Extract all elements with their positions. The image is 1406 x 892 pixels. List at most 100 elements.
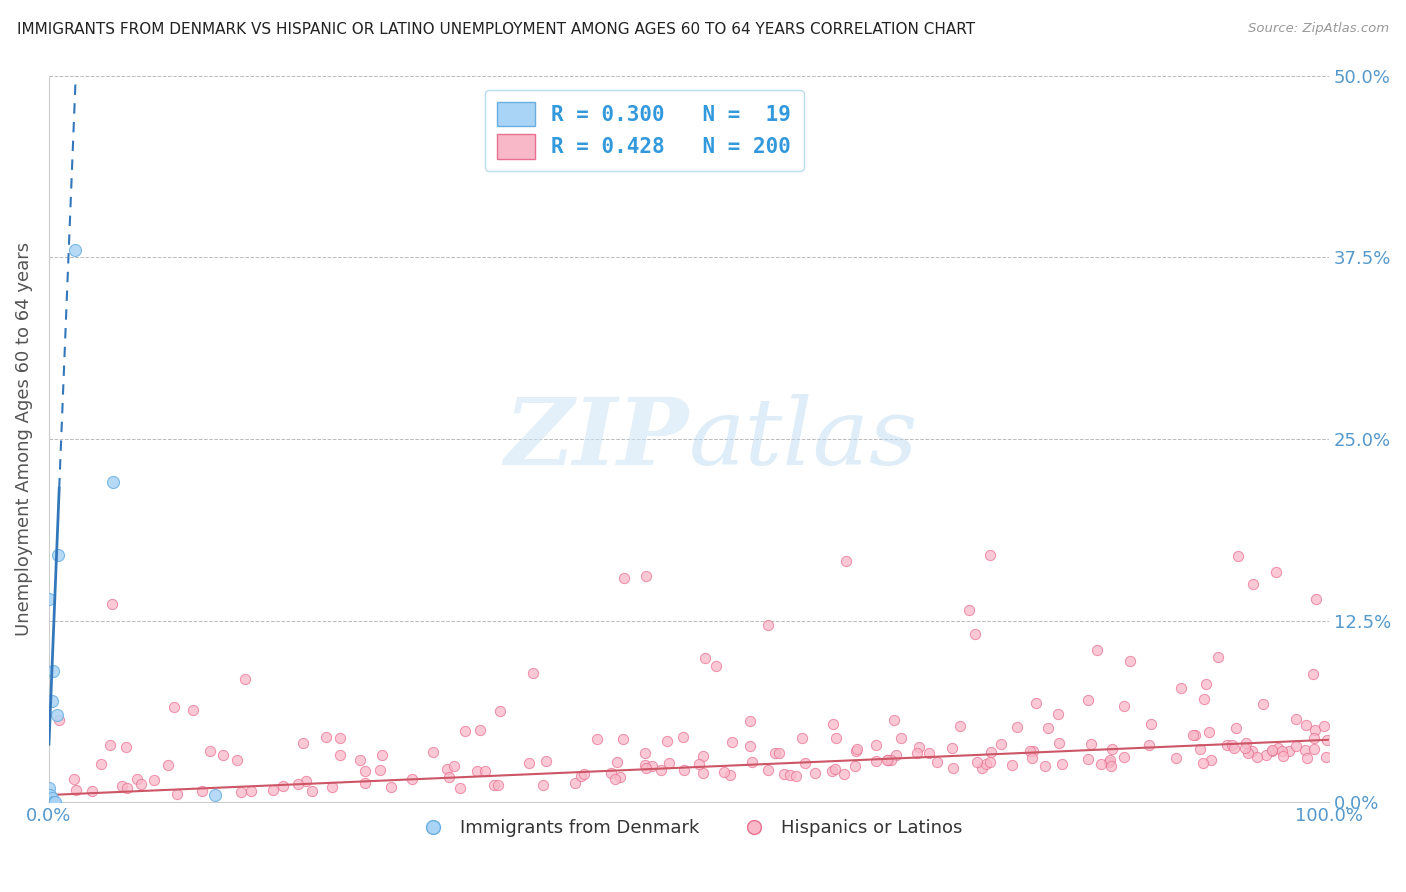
Point (641, 759, 664, 773)
Point (713, 764, 735, 779)
Point (38, 591, 60, 606)
Point (612, 731, 634, 746)
Point (45, 708, 67, 723)
Point (156, 758, 179, 772)
Y-axis label: Unemployment Among Ages 60 to 64 years: Unemployment Among Ages 60 to 64 years (15, 242, 32, 636)
Point (125, 772, 148, 786)
Point (226, 753, 249, 767)
Point (1261, 744, 1284, 758)
Point (927, 755, 949, 769)
Text: atlas: atlas (689, 394, 918, 483)
Point (41, 791, 63, 805)
Point (1215, 739, 1237, 753)
Point (1080, 737, 1102, 751)
Point (688, 756, 710, 771)
Point (693, 651, 716, 665)
Point (39, 795, 62, 809)
Point (1036, 721, 1059, 735)
Point (143, 772, 166, 787)
Point (82, 783, 104, 797)
Point (599, 766, 621, 780)
Point (42, 795, 65, 809)
Point (779, 767, 801, 781)
Point (1315, 750, 1337, 764)
Point (890, 731, 912, 746)
Point (449, 781, 471, 796)
Point (942, 761, 965, 775)
Point (634, 757, 657, 772)
Point (1184, 727, 1206, 741)
Point (790, 731, 813, 746)
Legend: Immigrants from Denmark, Hispanics or Latinos: Immigrants from Denmark, Hispanics or La… (408, 812, 970, 844)
Point (522, 666, 544, 681)
Point (90, 756, 112, 771)
Point (1189, 741, 1212, 756)
Point (239, 784, 262, 798)
Point (1241, 744, 1264, 758)
Point (1270, 743, 1292, 757)
Point (198, 744, 221, 758)
Point (821, 717, 844, 731)
Point (1118, 653, 1140, 667)
Text: IMMIGRANTS FROM DENMARK VS HISPANIC OR LATINO UNEMPLOYMENT AMONG AGES 60 TO 64 Y: IMMIGRANTS FROM DENMARK VS HISPANIC OR L… (17, 22, 974, 37)
Point (101, 475, 124, 490)
Point (1101, 758, 1123, 772)
Point (941, 741, 963, 756)
Point (845, 742, 868, 756)
Point (353, 764, 375, 779)
Point (1001, 757, 1024, 772)
Point (422, 745, 444, 759)
Point (1225, 721, 1247, 735)
Point (634, 746, 657, 760)
Point (329, 747, 352, 762)
Point (692, 748, 714, 763)
Point (957, 603, 980, 617)
Point (718, 768, 741, 782)
Point (704, 659, 727, 673)
Point (658, 756, 681, 770)
Point (1101, 742, 1123, 756)
Point (484, 778, 506, 792)
Point (1312, 719, 1334, 733)
Point (1098, 755, 1121, 769)
Point (443, 759, 465, 773)
Point (42, 795, 65, 809)
Point (470, 723, 492, 737)
Point (315, 730, 337, 744)
Point (271, 779, 294, 793)
Point (609, 770, 631, 784)
Point (1192, 691, 1215, 706)
Point (229, 785, 252, 799)
Point (741, 756, 763, 770)
Point (603, 772, 626, 786)
Point (835, 554, 858, 568)
Point (979, 756, 1001, 770)
Point (1303, 731, 1326, 746)
Point (1272, 749, 1295, 764)
Point (517, 756, 540, 771)
Point (42, 665, 65, 679)
Point (1302, 742, 1324, 756)
Point (876, 753, 898, 767)
Point (436, 762, 458, 776)
Point (1302, 666, 1324, 681)
Point (38, 788, 60, 802)
Point (1050, 756, 1073, 771)
Point (48, 713, 70, 727)
Point (1090, 757, 1112, 772)
Point (63, 243, 86, 257)
Point (111, 780, 134, 794)
Point (821, 764, 844, 778)
Point (368, 764, 391, 778)
Point (865, 738, 887, 752)
Point (489, 704, 512, 718)
Point (613, 571, 636, 585)
Point (1194, 677, 1216, 691)
Point (1170, 681, 1192, 695)
Point (793, 756, 815, 771)
Point (804, 765, 827, 780)
Point (1077, 752, 1099, 766)
Point (41, 693, 63, 707)
Point (191, 784, 214, 798)
Point (979, 548, 1001, 562)
